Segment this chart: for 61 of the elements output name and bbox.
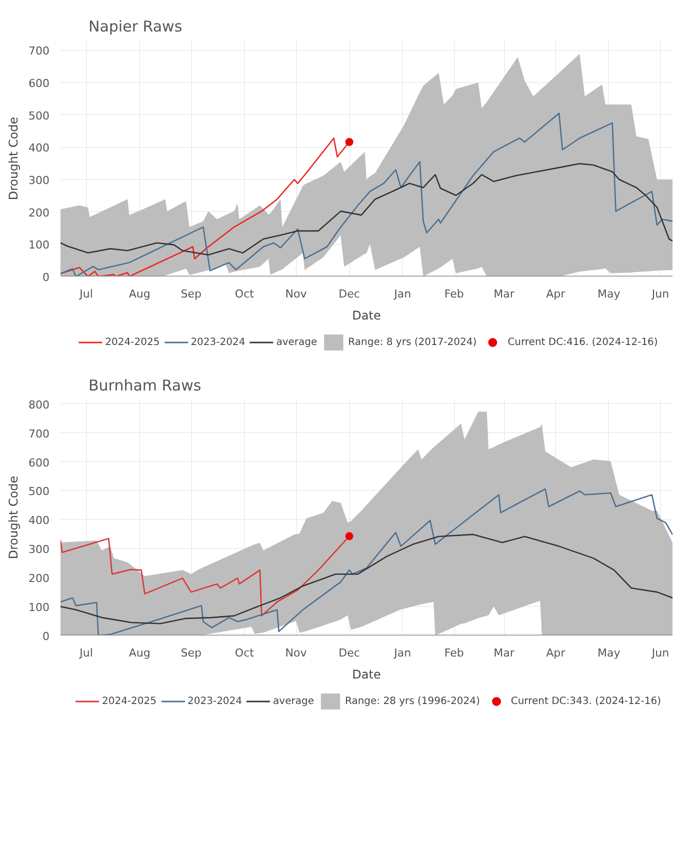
x-tick-label: Jun bbox=[650, 288, 670, 300]
y-axis-title: Drought Code bbox=[6, 476, 21, 560]
y-tick-label: 200 bbox=[28, 572, 50, 586]
y-tick-label: 600 bbox=[28, 456, 50, 470]
x-axis-title: Date bbox=[352, 308, 381, 322]
x-tick-label: Mar bbox=[494, 288, 515, 300]
x-tick-label: Dec bbox=[338, 288, 360, 300]
chart-title: Napier Raws bbox=[88, 18, 182, 36]
line-series bbox=[60, 488, 672, 636]
y-tick-label: 300 bbox=[28, 174, 50, 188]
y-tick-label: 600 bbox=[28, 77, 50, 90]
y-tick-label: 800 bbox=[28, 398, 50, 412]
y-tick-label: 400 bbox=[28, 142, 50, 155]
x-tick-label: May bbox=[598, 288, 621, 300]
x-tick-label: Apr bbox=[546, 646, 566, 660]
x-tick-label: Sep bbox=[180, 288, 202, 300]
x-tick-label: Jun bbox=[650, 646, 670, 660]
line-series bbox=[60, 112, 672, 276]
legend-label: Range: 28 yrs (1996-2024) bbox=[344, 696, 480, 706]
y-tick-label: 0 bbox=[42, 630, 50, 643]
x-tick-label: Sep bbox=[180, 646, 202, 660]
chart-title: Burnham Raws bbox=[88, 376, 202, 394]
legend-label: Current DC:416. (2024-12-16) bbox=[508, 336, 658, 348]
y-tick-label: 300 bbox=[28, 543, 50, 556]
line-series bbox=[60, 534, 672, 624]
line-series bbox=[60, 163, 672, 256]
x-tick-label: Jul bbox=[78, 646, 93, 660]
x-tick-label: Feb bbox=[444, 288, 464, 300]
legend-label: 2024-2025 bbox=[102, 696, 157, 706]
x-tick-label: Dec bbox=[338, 646, 360, 660]
legend-label: 2024-2025 bbox=[105, 336, 160, 348]
y-tick-label: 400 bbox=[28, 514, 50, 528]
legend-label: Range: 8 yrs (2017-2024) bbox=[348, 336, 477, 348]
x-tick-label: Nov bbox=[285, 288, 308, 300]
legend-label: 2023-2024 bbox=[190, 336, 246, 348]
x-tick-label: Feb bbox=[444, 646, 464, 660]
x-tick-label: Mar bbox=[494, 646, 515, 660]
x-tick-label: Aug bbox=[128, 646, 150, 660]
y-tick-label: 700 bbox=[28, 427, 50, 440]
x-tick-label: Jul bbox=[78, 288, 93, 300]
x-axis-title: Date bbox=[352, 668, 381, 682]
x-tick-label: Nov bbox=[285, 646, 308, 660]
y-tick-label: 500 bbox=[28, 109, 50, 122]
x-tick-label: Aug bbox=[128, 288, 150, 300]
x-tick-label: May bbox=[598, 646, 621, 660]
x-tick-label: Oct bbox=[234, 646, 255, 660]
x-tick-label: Jan bbox=[393, 288, 412, 300]
legend-label: average bbox=[273, 696, 314, 706]
y-tick-label: 100 bbox=[28, 601, 50, 614]
legend-label: average bbox=[276, 336, 318, 348]
x-tick-label: Apr bbox=[546, 288, 566, 300]
legend-label: Current DC:343. (2024-12-16) bbox=[510, 696, 661, 706]
x-tick-label: Jan bbox=[393, 646, 412, 660]
y-tick-label: 500 bbox=[28, 485, 50, 498]
legend-label: 2023-2024 bbox=[188, 696, 242, 706]
y-tick-label: 700 bbox=[28, 44, 50, 58]
x-tick-label: Oct bbox=[234, 288, 255, 300]
y-axis-title: Drought Code bbox=[6, 116, 21, 200]
y-tick-label: 0 bbox=[42, 271, 50, 284]
y-tick-label: 200 bbox=[28, 206, 50, 220]
y-tick-label: 100 bbox=[28, 238, 50, 252]
